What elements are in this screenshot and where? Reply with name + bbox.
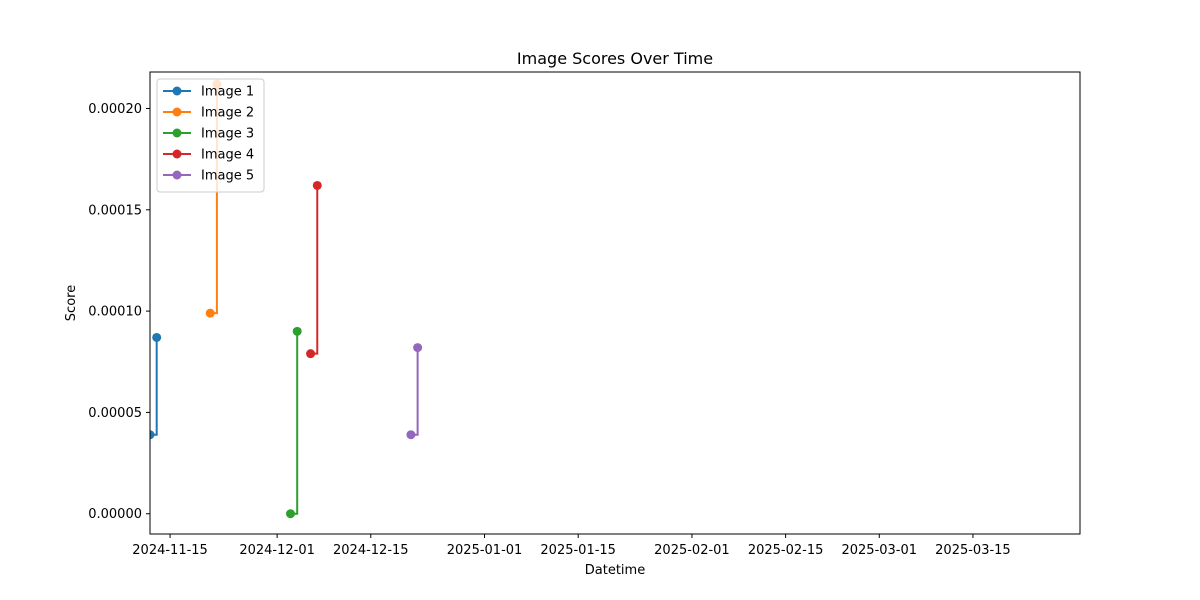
data-point — [286, 509, 296, 519]
y-tick-label: 0.00005 — [88, 406, 142, 421]
data-point — [306, 349, 316, 359]
legend-label: Image 1 — [201, 85, 254, 100]
x-tick-label: 2025-02-01 — [654, 543, 730, 558]
legend-item: Image 4 — [163, 148, 254, 163]
y-axis: 0.00000 0.00005 0.00010 0.00015 0.00020 — [88, 102, 150, 522]
legend-item: Image 3 — [163, 127, 254, 142]
legend-label: Image 2 — [201, 106, 254, 121]
x-tick-label: 2025-03-01 — [841, 543, 917, 558]
x-tick-label: 2024-12-15 — [333, 543, 409, 558]
x-tick-label: 2025-02-15 — [748, 543, 824, 558]
legend-marker — [172, 170, 182, 180]
x-axis-label: Datetime — [585, 563, 645, 578]
series-4 — [306, 180, 322, 359]
data-point — [152, 332, 162, 342]
legend-item: Image 1 — [163, 85, 254, 100]
legend-marker — [172, 86, 182, 96]
legend-item: Image 2 — [163, 106, 254, 121]
y-tick-label: 0.00010 — [88, 305, 142, 320]
plot-frame — [149, 71, 1081, 535]
legend-label: Image 3 — [201, 127, 254, 142]
x-tick-label: 2024-11-15 — [132, 543, 208, 558]
data-point — [205, 308, 215, 318]
series-1 — [150, 332, 162, 440]
x-axis: 2024-11-15 2024-12-01 2024-12-15 2025-01-01… — [132, 534, 1011, 558]
legend: Image 1 Image 2 Image 3 Image 4 Image 5 — [156, 78, 265, 193]
data-point — [150, 430, 155, 440]
x-tick-label: 2025-01-15 — [540, 543, 616, 558]
y-axis-label: Score — [64, 285, 79, 321]
data-point — [292, 326, 302, 336]
series-5 — [406, 343, 423, 440]
legend-box — [156, 78, 265, 193]
data-point — [413, 343, 423, 353]
series-3 — [286, 326, 302, 519]
legend-marker — [172, 149, 182, 159]
x-tick-label: 2024-12-01 — [239, 543, 315, 558]
x-tick-label: 2025-03-15 — [935, 543, 1011, 558]
x-tick-label: 2025-01-01 — [447, 543, 523, 558]
chart-title: Image Scores Over Time — [517, 49, 713, 68]
legend-item: Image 5 — [163, 169, 254, 184]
data-point — [406, 430, 416, 440]
legend-marker — [172, 107, 182, 117]
data-point — [312, 180, 322, 190]
legend-label: Image 5 — [201, 169, 254, 184]
y-tick-label: 0.00015 — [88, 203, 142, 218]
y-tick-label: 0.00000 — [88, 507, 142, 522]
legend-marker — [172, 128, 182, 138]
legend-label: Image 4 — [201, 148, 254, 163]
y-tick-label: 0.00020 — [88, 102, 142, 117]
